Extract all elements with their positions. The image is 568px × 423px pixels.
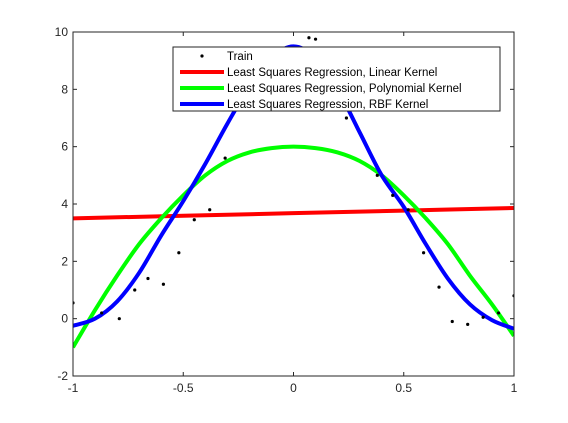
y-tick-label: 0 bbox=[61, 312, 68, 326]
x-tick-label: -0.5 bbox=[173, 381, 194, 395]
train-point bbox=[133, 288, 137, 292]
y-tick-label: 10 bbox=[55, 25, 69, 39]
series-line-2 bbox=[73, 144, 514, 349]
y-tick-label: 8 bbox=[61, 82, 68, 96]
x-tick-label: -1 bbox=[68, 381, 79, 395]
train-point bbox=[406, 208, 410, 212]
y-tick-label: 4 bbox=[61, 197, 68, 211]
train-point bbox=[117, 317, 121, 321]
train-point bbox=[481, 315, 485, 319]
train-point bbox=[177, 251, 181, 255]
series-line-3 bbox=[73, 44, 514, 331]
legend-label-1: Least Squares Regression, Linear Kernel bbox=[227, 67, 437, 79]
y-tick-label: 2 bbox=[61, 254, 68, 268]
train-point bbox=[375, 173, 379, 177]
train-point bbox=[208, 208, 212, 212]
train-point bbox=[421, 251, 426, 255]
train-point bbox=[223, 156, 227, 160]
legend-label-0: Train bbox=[227, 51, 253, 63]
train-point bbox=[100, 311, 104, 315]
train-point bbox=[344, 116, 349, 120]
train-point bbox=[450, 319, 454, 324]
train-point bbox=[466, 322, 470, 326]
x-tick-label: 0.5 bbox=[395, 381, 412, 395]
train-point bbox=[192, 218, 196, 222]
train-point bbox=[496, 311, 501, 315]
series-line-1 bbox=[73, 206, 514, 221]
legend-label-3: Least Squares Regression, RBF Kernel bbox=[227, 99, 428, 111]
train-point bbox=[391, 193, 395, 197]
legend-label-2: Least Squares Regression, Polynomial Ker… bbox=[227, 83, 462, 95]
legend-marker-0 bbox=[200, 54, 204, 58]
train-point bbox=[313, 37, 318, 41]
legend: Train Least Squares Regression, Linear Ke… bbox=[172, 46, 501, 112]
axes-layer: -1 -0.5 0 0.5 1 -2 0 2 4 6 8 10 bbox=[55, 25, 518, 395]
train-point bbox=[146, 276, 150, 281]
train-point bbox=[161, 282, 166, 286]
legend-box bbox=[172, 46, 501, 112]
x-tick-label: 0 bbox=[290, 381, 297, 395]
y-tick-label: 6 bbox=[61, 140, 68, 154]
train-point bbox=[437, 285, 441, 289]
train-point bbox=[307, 36, 311, 40]
series-layer bbox=[73, 36, 514, 349]
y-tick-label: -2 bbox=[57, 369, 68, 383]
x-tick-label: 1 bbox=[511, 381, 518, 395]
